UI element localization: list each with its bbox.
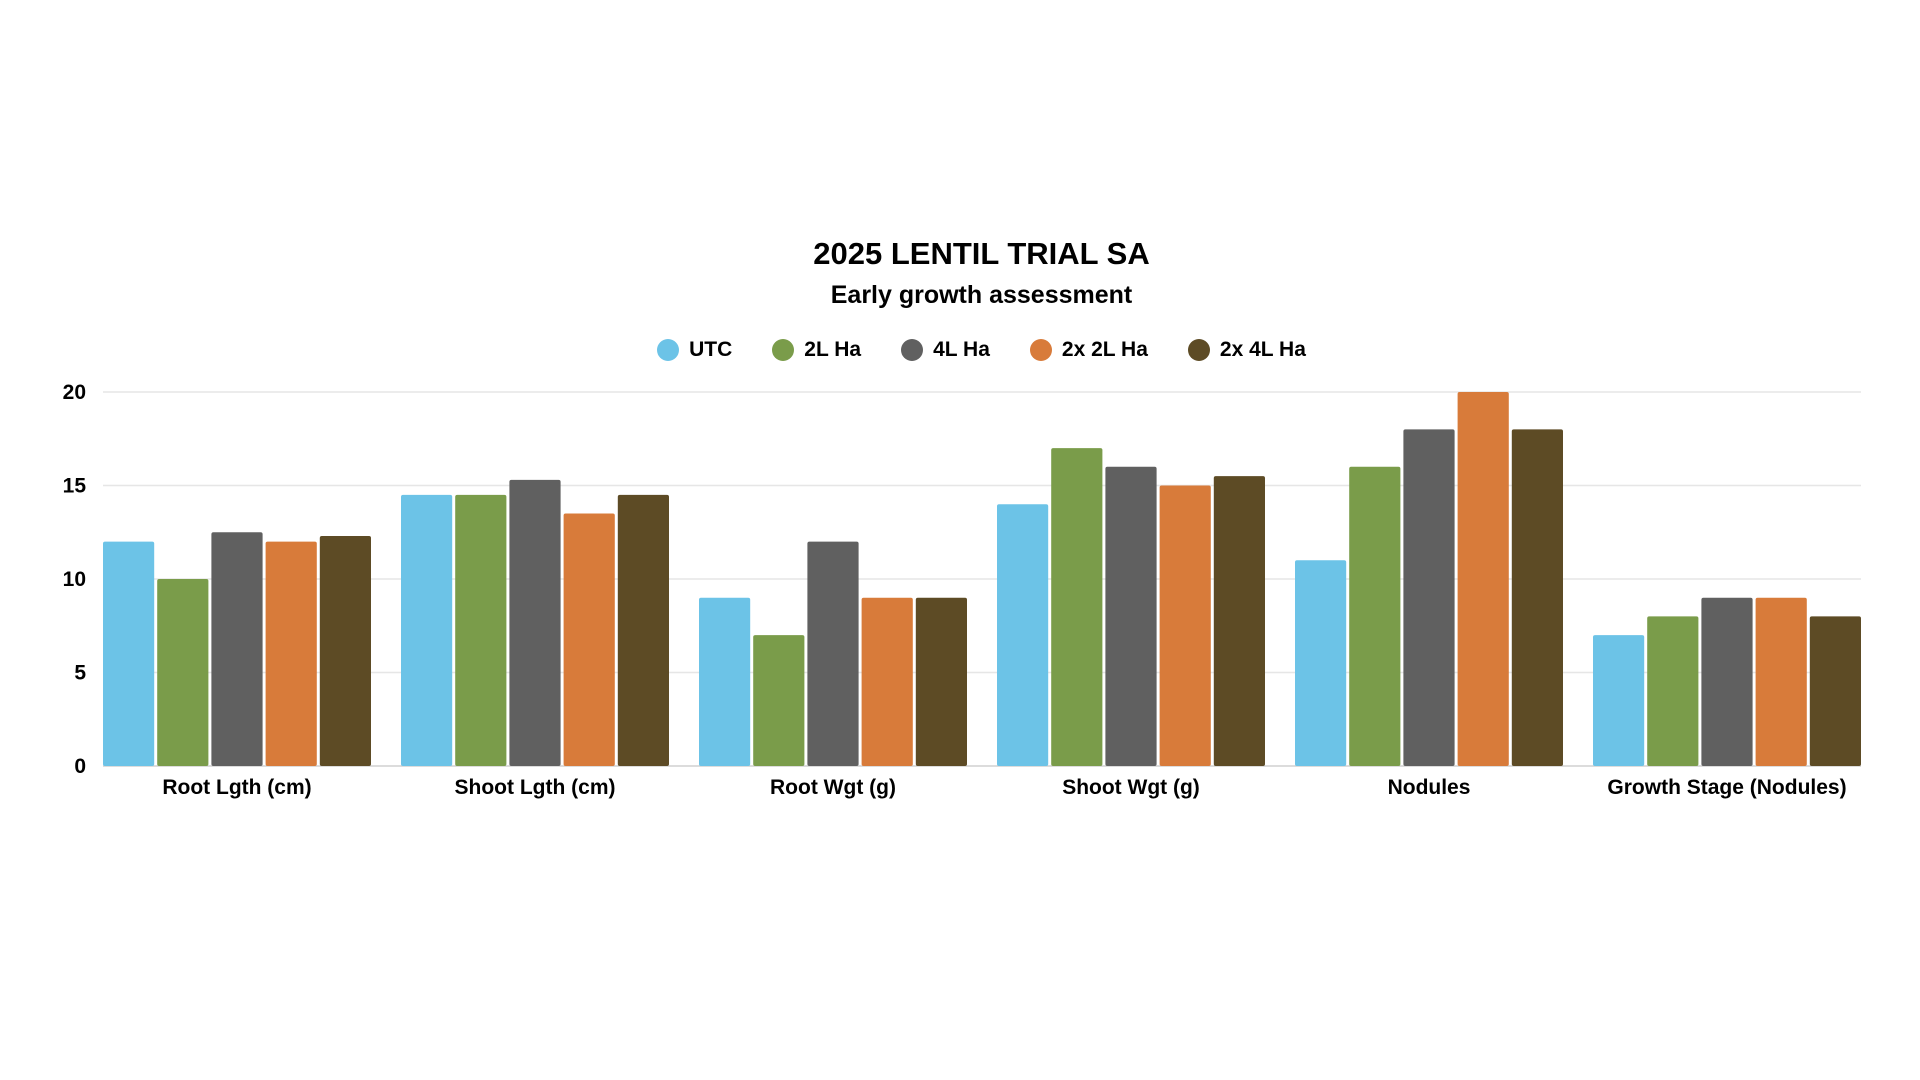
bar: [1457, 392, 1509, 766]
bar: [319, 535, 371, 766]
bar: [1213, 476, 1265, 766]
bar: [509, 479, 561, 766]
bar: [1647, 616, 1699, 766]
legend-label: 4L Ha: [933, 338, 990, 361]
chart-subtitle: Early growth assessment: [830, 281, 1133, 309]
legend-swatch: [901, 339, 924, 361]
legend-swatch: [1187, 339, 1210, 361]
bar: [1349, 466, 1401, 766]
bar: [861, 597, 913, 766]
legend: UTC 2L Ha 4L Ha 2x 2L Ha 2x 4L Ha: [0, 338, 1920, 362]
y-tick-label: 10: [63, 568, 86, 591]
bar: [1701, 597, 1753, 766]
legend-swatch: [1029, 339, 1052, 361]
legend-label: 2L Ha: [804, 338, 862, 361]
x-tick-label: Shoot Wgt (g): [1062, 776, 1200, 799]
bar: [699, 597, 751, 766]
bar: [617, 494, 669, 766]
bar: [1403, 429, 1455, 766]
bar: [1159, 485, 1211, 766]
x-tick-label: Growth Stage (Nodules): [1607, 776, 1846, 799]
bar: [455, 494, 507, 766]
bar: [401, 494, 453, 766]
bar: [265, 541, 317, 766]
legend-label: 2x 2L Ha: [1061, 338, 1148, 361]
bar: [1051, 448, 1103, 766]
legend-swatch: [772, 339, 795, 361]
legend-item: 4L Ha: [901, 338, 990, 362]
bar: [1511, 429, 1563, 766]
bar: [807, 541, 859, 766]
legend-item: 2x 2L Ha: [1029, 338, 1148, 362]
legend-label: 2x 4L Ha: [1219, 338, 1306, 361]
bar: [1593, 635, 1645, 766]
y-tick-label: 0: [74, 755, 86, 778]
x-tick-label: Nodules: [1388, 776, 1471, 799]
y-tick-label: 15: [63, 475, 87, 498]
legend-item: 2L Ha: [772, 338, 861, 362]
bar: [915, 597, 967, 766]
y-tick-label: 20: [63, 381, 86, 404]
legend-item: UTC: [657, 338, 732, 362]
chart-title: 2025 LENTIL TRIAL SA: [813, 236, 1150, 271]
bar: [157, 579, 209, 766]
bar: [1295, 560, 1347, 766]
legend-swatch: [657, 339, 680, 361]
bar: [563, 513, 615, 766]
y-tick-label: 5: [74, 662, 86, 685]
bar: [211, 532, 263, 766]
x-tick-label: Shoot Lgth (cm): [455, 776, 616, 799]
bar: [103, 541, 155, 766]
legend-label: UTC: [689, 338, 733, 361]
bar: [1105, 466, 1157, 766]
bar: [997, 504, 1049, 766]
bar: [753, 635, 805, 766]
bar: [1809, 616, 1861, 766]
bar: [1755, 597, 1807, 766]
legend-item: 2x 4L Ha: [1187, 338, 1306, 362]
x-tick-label: Root Lgth (cm): [162, 776, 311, 799]
x-tick-label: Root Wgt (g): [770, 776, 896, 799]
